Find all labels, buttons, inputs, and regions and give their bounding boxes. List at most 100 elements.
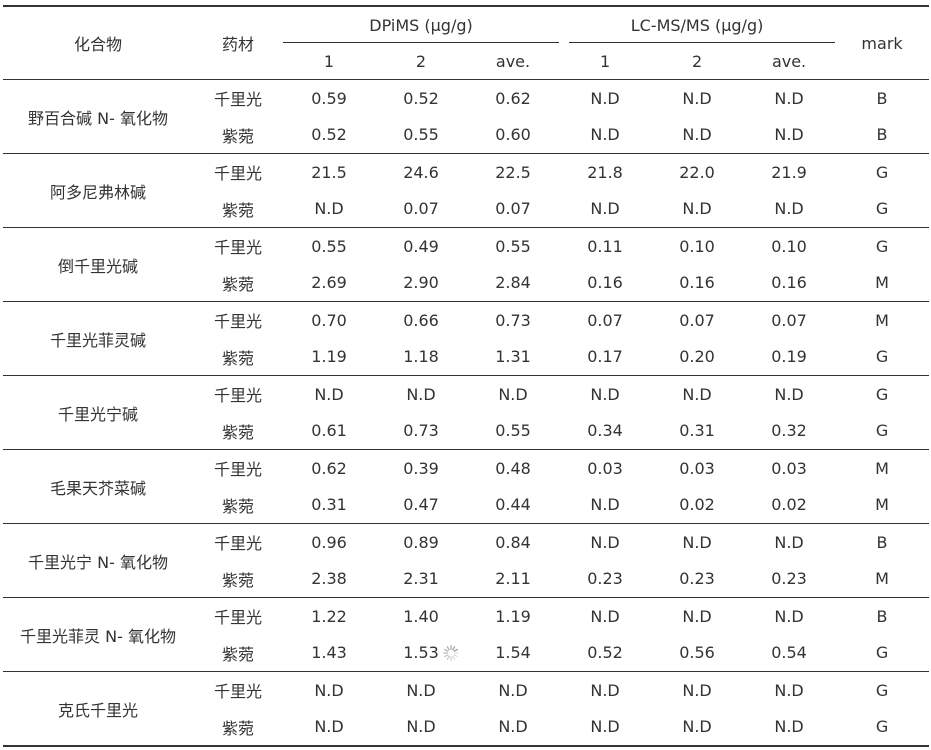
value-cell: N.D (498, 717, 528, 737)
value-cell: 0.23 (559, 560, 652, 598)
herb-cell: 千里光 (213, 312, 262, 332)
table-row: 野百合碱 N- 氧化物 千里光 0.59 0.52 0.62 N.D N.D N.D B (3, 79, 929, 154)
value-text: 1.53 (403, 643, 439, 663)
value-cell: N.D (774, 88, 804, 108)
mark-cell: G (835, 190, 930, 228)
value-cell: 1.19 (495, 606, 531, 626)
table-row: 紫菀 0.61 0.73 0.55 0.34 0.31 0.32 G (3, 412, 930, 450)
value-cell: 0.20 (651, 338, 744, 376)
mark-cell: G (875, 162, 889, 182)
value-cell: 0.03 (679, 458, 715, 478)
value-cell: N.D (283, 190, 375, 228)
value-cell: 1.19 (283, 338, 375, 376)
value-cell: 0.07 (679, 310, 715, 330)
header-dpims-2: 2 (375, 43, 467, 80)
herb-cell: 紫菀 (193, 412, 283, 450)
value-cell: N.D (774, 680, 804, 700)
mark-cell: M (875, 458, 889, 478)
value-cell: 21.8 (587, 162, 623, 182)
table-row: 紫菀 2.69 2.90 2.84 0.16 0.16 0.16 M (3, 264, 930, 302)
mark-cell: G (835, 338, 930, 376)
table-row: 阿多尼弗林碱 千里光 21.5 24.6 22.5 21.8 22.0 21.9 G (3, 153, 929, 228)
value-cell: 0.62 (311, 458, 347, 478)
table-row: 倒千里光碱 千里光 0.55 0.49 0.55 0.11 0.10 0.10 G (3, 227, 929, 302)
table-row: 千里光菲灵 N- 氧化物 千里光 1.22 1.40 1.19 N.D N.D N.D B (3, 597, 929, 672)
spinner-spoke (446, 655, 450, 660)
value-cell: 0.47 (375, 486, 467, 524)
herb-cell: 千里光 (213, 164, 262, 184)
value-cell: 2.38 (283, 560, 375, 598)
table-row: 紫菀 1.19 1.18 1.31 0.17 0.20 0.19 G (3, 338, 930, 376)
herb-cell: 千里光 (213, 460, 262, 480)
value-cell: 0.84 (495, 532, 531, 552)
mark-cell: G (875, 680, 889, 700)
table-row: 紫菀 N.D 0.07 0.07 N.D N.D N.D G (3, 190, 930, 228)
value-cell: 1.54 (467, 634, 560, 672)
table-row: 千里光宁 N- 氧化物 千里光 0.96 0.89 0.84 N.D N.D N.D B (3, 523, 929, 598)
value-cell: N.D (682, 384, 712, 404)
value-cell: 0.62 (495, 88, 531, 108)
value-cell: 0.96 (311, 532, 347, 552)
value-cell: 0.61 (283, 412, 375, 450)
value-cell: 0.55 (311, 236, 347, 256)
value-cell: 0.60 (467, 116, 560, 154)
value-cell: 0.55 (467, 412, 560, 450)
value-cell: 0.07 (587, 310, 623, 330)
value-cell: 0.39 (403, 458, 439, 478)
value-cell: 24.6 (403, 162, 439, 182)
value-cell: N.D (682, 680, 712, 700)
mark-cell: G (835, 412, 930, 450)
value-cell: N.D (590, 717, 620, 737)
mark-cell: B (876, 88, 888, 108)
value-cell: 0.73 (495, 310, 531, 330)
header-lcms: LC-MS/MS (µg/g) (559, 6, 836, 43)
herb-cell: 千里光 (213, 238, 262, 258)
spinner-spoke (452, 655, 456, 660)
value-cell: 0.59 (311, 88, 347, 108)
compound-name: 千里光菲灵 N- 氧化物 (3, 597, 193, 672)
table-row: 紫菀 N.D N.D N.D N.D N.D N.D G (3, 709, 929, 747)
mark-cell: G (875, 717, 889, 737)
herb-cell: 千里光 (213, 608, 262, 628)
value-cell: 0.55 (375, 116, 467, 154)
value-cell: N.D (743, 116, 836, 154)
value-cell: N.D (590, 384, 620, 404)
herb-cell: 千里光 (213, 534, 262, 554)
value-cell: N.D (406, 384, 436, 404)
mark-cell: B (876, 606, 888, 626)
value-cell: 0.49 (403, 236, 439, 256)
value-cell: 22.0 (679, 162, 715, 182)
value-cell: 0.16 (743, 264, 836, 302)
value-cell: 0.52 (403, 88, 439, 108)
compound-name: 克氏千里光 (57, 700, 138, 720)
value-cell: N.D (559, 116, 652, 154)
value-cell: 0.56 (651, 634, 744, 672)
value-cell: 1.18 (375, 338, 467, 376)
value-cell: N.D (682, 532, 712, 552)
value-cell: N.D (406, 680, 436, 700)
herb-cell: 千里光 (213, 386, 262, 406)
header-lcms-1: 1 (559, 43, 652, 80)
value-cell: 0.03 (587, 458, 623, 478)
value-cell: 0.55 (495, 236, 531, 256)
compound-name: 千里光宁 N- 氧化物 (3, 523, 193, 598)
header-compound: 化合物 (3, 6, 193, 80)
value-cell: 0.70 (311, 310, 347, 330)
header-dpims-ave: ave. (467, 43, 560, 80)
value-cell: N.D (651, 116, 744, 154)
value-cell: N.D (559, 486, 652, 524)
value-cell: N.D (682, 88, 712, 108)
mark-cell: B (835, 116, 930, 154)
value-cell: N.D (590, 680, 620, 700)
results-table: 化合物 药材 DPiMS (µg/g) LC-MS/MS (µg/g) mark… (3, 5, 930, 747)
compound-name: 倒千里光碱 (3, 227, 193, 302)
value-cell: 0.66 (403, 310, 439, 330)
mark-cell: B (876, 532, 888, 552)
herb-cell: 千里光 (213, 90, 262, 110)
compound-name: 千里光宁碱 (3, 375, 193, 450)
spinner-spoke (453, 653, 458, 657)
mark-cell: G (875, 236, 889, 256)
value-cell: 0.16 (651, 264, 744, 302)
herb-cell: 紫菀 (221, 718, 254, 738)
herb-cell: 紫菀 (193, 486, 283, 524)
